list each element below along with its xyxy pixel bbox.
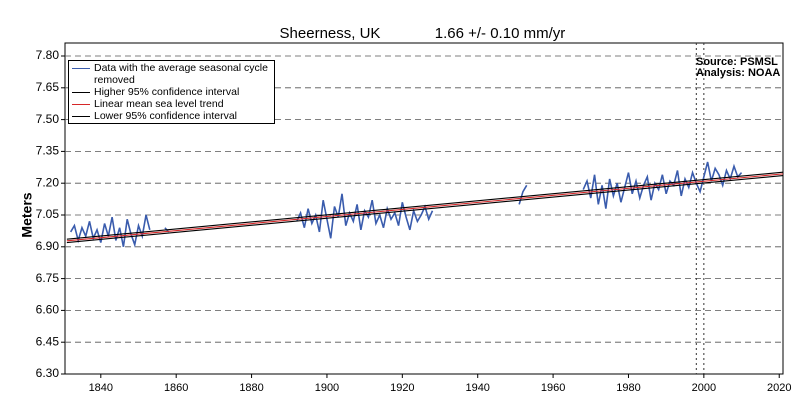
legend-swatch bbox=[72, 104, 90, 105]
x-tick-label: 1940 bbox=[465, 382, 489, 394]
series-line bbox=[66, 173, 784, 242]
y-tick-label: 6.75 bbox=[36, 271, 60, 285]
y-tick-label: 6.30 bbox=[36, 366, 60, 380]
x-tick-label: 2000 bbox=[692, 382, 716, 394]
y-tick-label: 7.65 bbox=[36, 80, 60, 94]
series-line bbox=[69, 161, 743, 248]
analysis-note: Analysis: NOAA bbox=[696, 67, 780, 79]
legend-entry: Data with the average seasonal cycle rem… bbox=[69, 62, 274, 86]
y-tick-label: 7.35 bbox=[36, 144, 60, 158]
y-tick-label: 6.90 bbox=[36, 239, 60, 253]
legend-label: Data with the average seasonal cycle rem… bbox=[94, 62, 268, 86]
y-tick-label: 7.50 bbox=[36, 112, 60, 126]
x-tick-label: 1900 bbox=[315, 382, 339, 394]
legend-swatch bbox=[72, 92, 90, 93]
series-line bbox=[66, 171, 784, 240]
y-tick-label: 7.05 bbox=[36, 207, 60, 221]
x-tick-label: 1960 bbox=[541, 382, 565, 394]
legend-entry: Lower 95% confidence interval bbox=[69, 110, 274, 122]
legend-entry: Linear mean sea level trend bbox=[69, 98, 274, 110]
y-tick-label: 6.60 bbox=[36, 303, 60, 317]
x-tick-label: 1980 bbox=[616, 382, 640, 394]
x-tick-label: 1860 bbox=[164, 382, 188, 394]
legend-label: Linear mean sea level trend bbox=[94, 98, 224, 110]
y-tick-label: 7.20 bbox=[36, 175, 60, 189]
source-note: Source: PSMSL bbox=[696, 56, 778, 68]
chart-title: Sheerness, UK bbox=[280, 25, 381, 42]
x-tick-label: 1880 bbox=[239, 382, 263, 394]
legend-label: Higher 95% confidence interval bbox=[94, 86, 240, 98]
x-tick-label: 2020 bbox=[767, 382, 791, 394]
legend: Data with the average seasonal cycle rem… bbox=[68, 60, 275, 124]
series-line bbox=[66, 175, 784, 244]
legend-swatch bbox=[72, 68, 90, 69]
y-tick-label: 6.45 bbox=[36, 334, 60, 348]
x-tick-label: 1920 bbox=[390, 382, 414, 394]
y-axis-label: Meters bbox=[19, 192, 35, 237]
legend-swatch bbox=[72, 116, 90, 117]
y-tick-label: 7.80 bbox=[36, 48, 60, 62]
x-tick-label: 1840 bbox=[89, 382, 113, 394]
legend-entry: Higher 95% confidence interval bbox=[69, 86, 274, 98]
legend-label: Lower 95% confidence interval bbox=[94, 110, 238, 122]
plot-frame bbox=[64, 42, 784, 375]
chart-subtitle: 1.66 +/- 0.10 mm/yr bbox=[435, 25, 565, 42]
